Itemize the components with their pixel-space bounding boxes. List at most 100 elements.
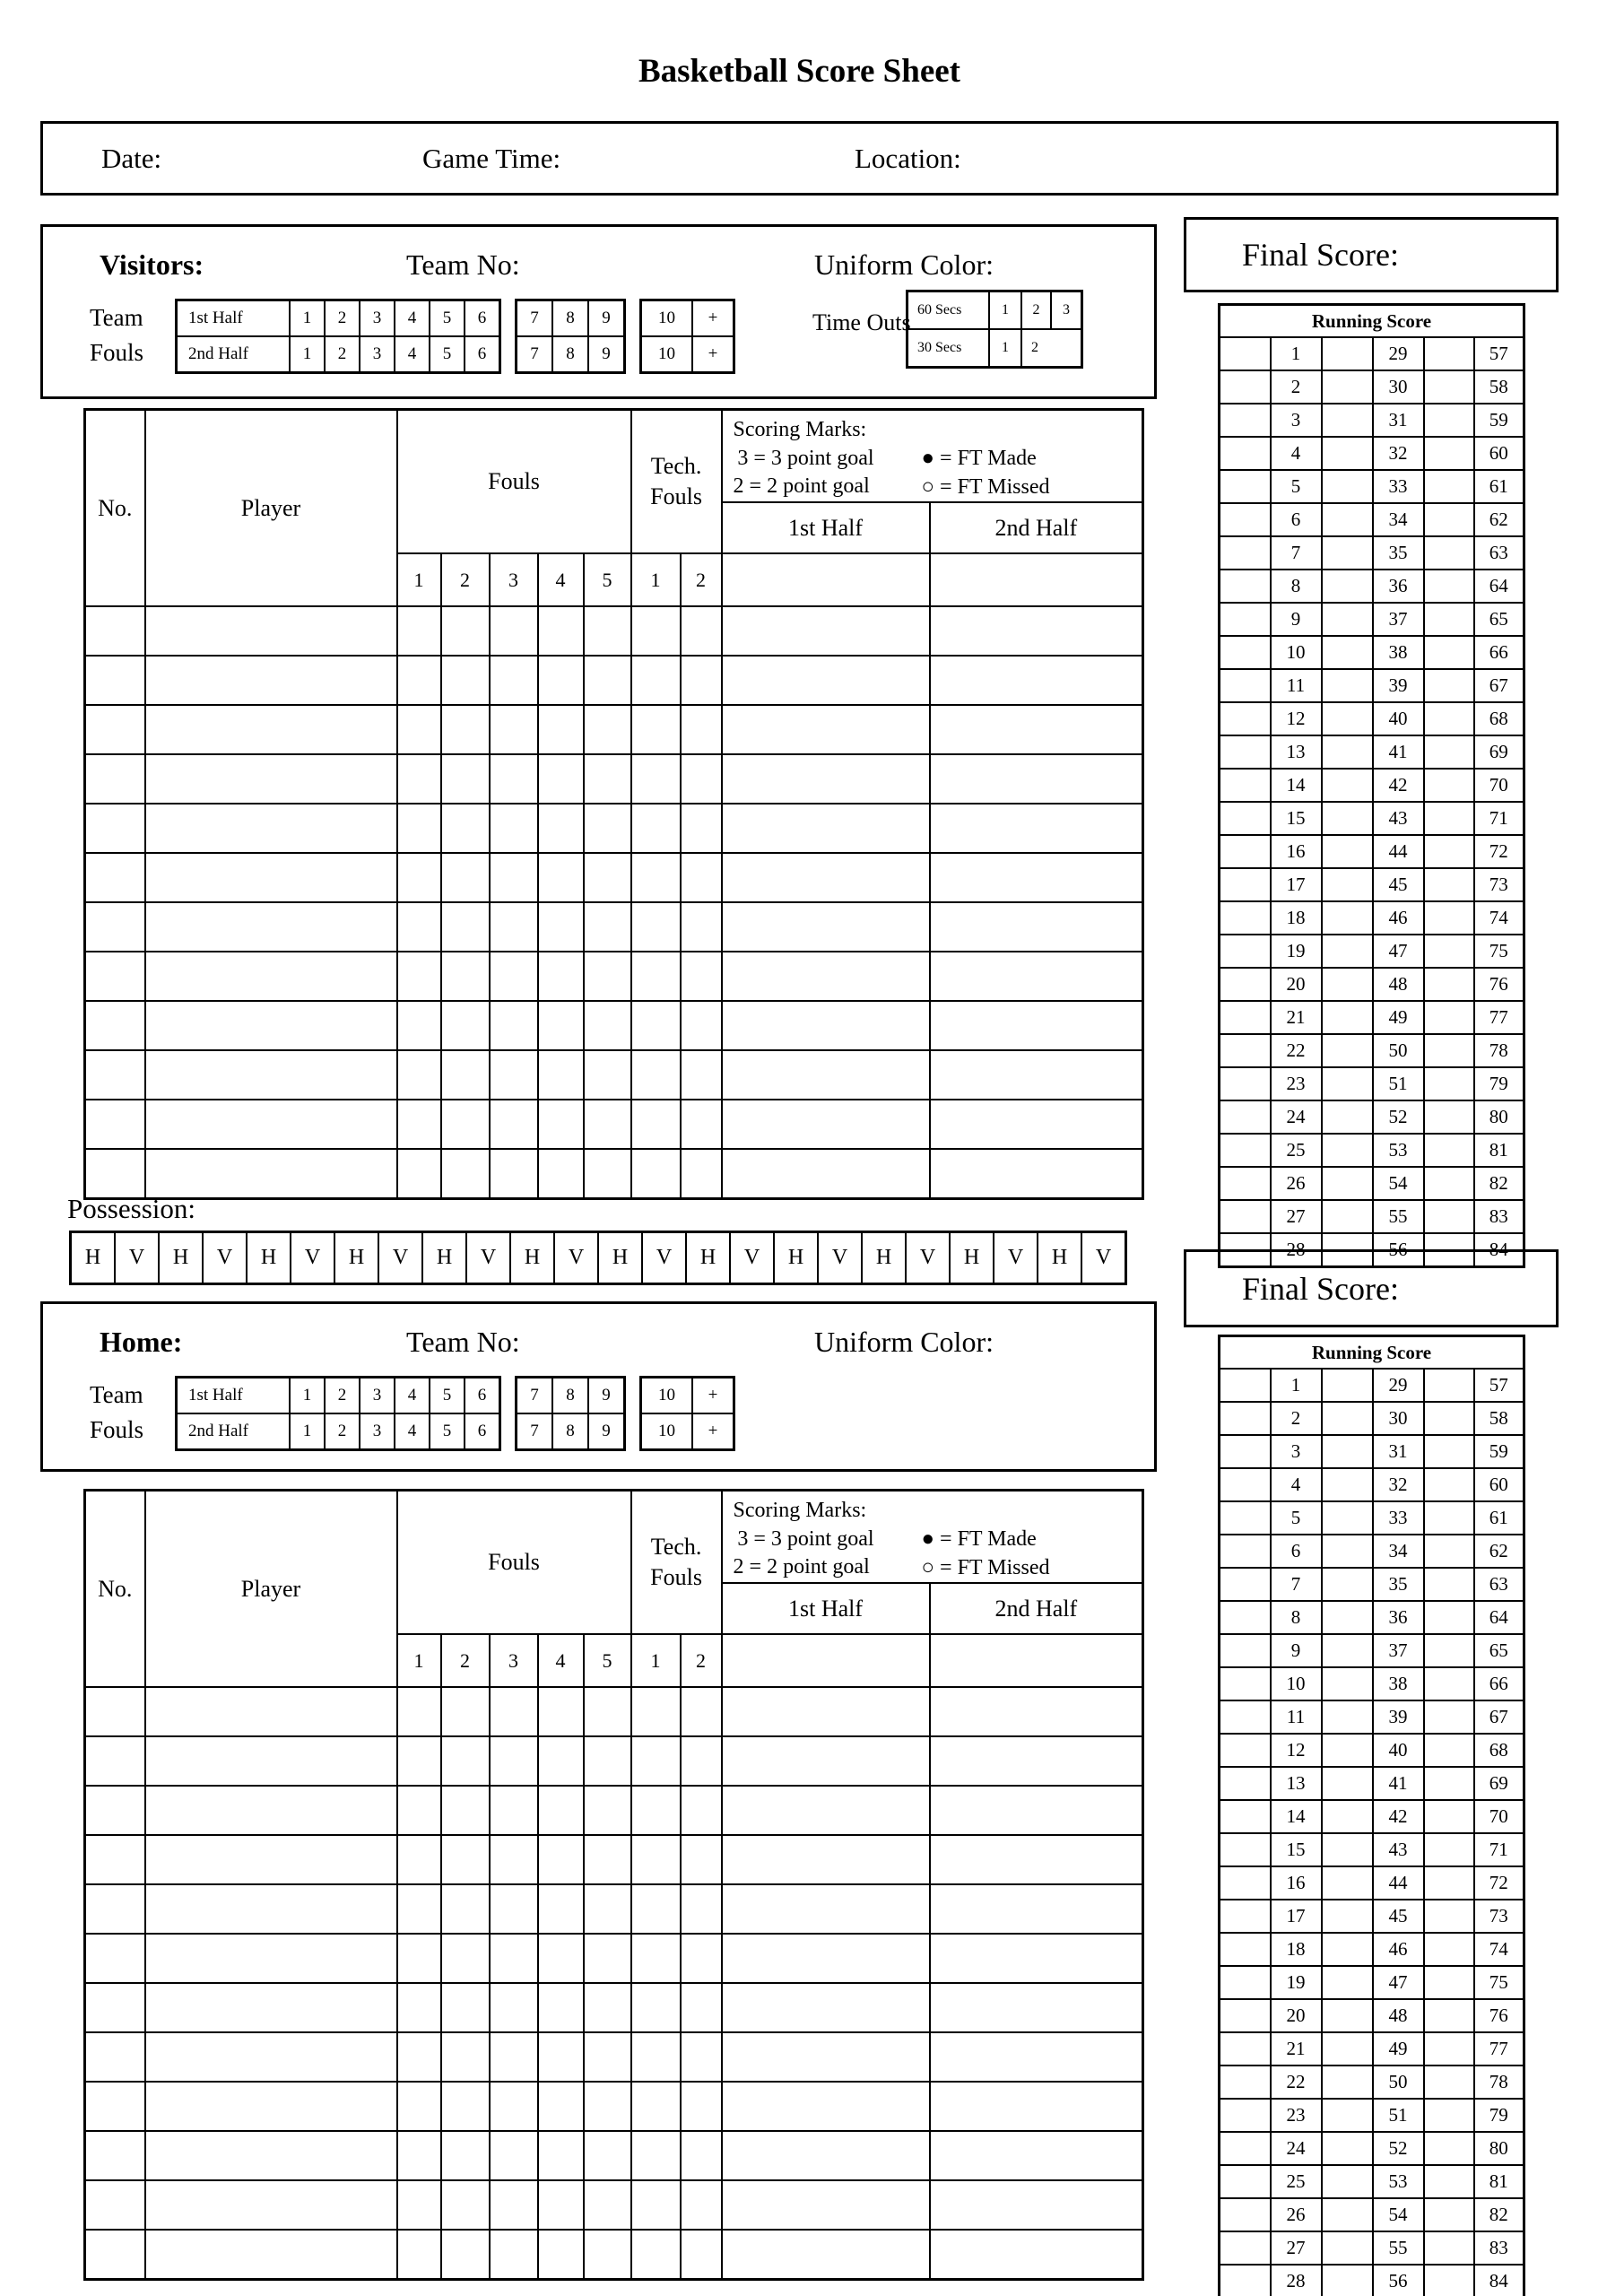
- foul-cell[interactable]: [536, 1049, 585, 1101]
- second-half-scoring-cell[interactable]: [928, 704, 1144, 756]
- team-foul-cell[interactable]: +: [691, 1376, 735, 1414]
- tech-foul-cell[interactable]: [630, 605, 682, 657]
- team-foul-cell[interactable]: 3: [359, 1413, 395, 1451]
- score-mark-cell[interactable]: [1218, 900, 1272, 935]
- foul-cell[interactable]: [488, 1834, 539, 1886]
- score-number-cell[interactable]: 83: [1472, 1199, 1525, 1234]
- foul-cell[interactable]: [488, 1049, 539, 1101]
- second-half-scoring-cell[interactable]: [928, 753, 1144, 805]
- team-foul-cell[interactable]: 6: [464, 299, 501, 337]
- score-number-cell[interactable]: 62: [1472, 502, 1525, 537]
- player-no-cell[interactable]: [83, 1000, 146, 1052]
- player-name-cell[interactable]: [143, 1735, 398, 1787]
- score-mark-cell[interactable]: [1320, 370, 1374, 404]
- score-mark-cell[interactable]: [1218, 2131, 1272, 2166]
- score-mark-cell[interactable]: [1422, 768, 1475, 803]
- score-number-cell[interactable]: 43: [1371, 1832, 1425, 1867]
- team-foul-cell[interactable]: 5: [429, 299, 465, 337]
- score-number-cell[interactable]: 50: [1371, 1033, 1425, 1068]
- tech-foul-cell[interactable]: [630, 2031, 682, 2083]
- player-no-cell[interactable]: [83, 2081, 146, 2133]
- score-mark-cell[interactable]: [1422, 701, 1475, 736]
- foul-cell[interactable]: [395, 2130, 442, 2182]
- score-mark-cell[interactable]: [1320, 2031, 1374, 2066]
- score-mark-cell[interactable]: [1422, 2031, 1475, 2066]
- tech-foul-cell[interactable]: [630, 2179, 682, 2231]
- score-number-cell[interactable]: 20: [1269, 1998, 1323, 2033]
- visitors-uniform-color-label[interactable]: Uniform Color:: [814, 248, 994, 281]
- score-mark-cell[interactable]: [1422, 469, 1475, 504]
- foul-cell[interactable]: [439, 951, 491, 1003]
- tech-foul-cell[interactable]: [679, 1099, 723, 1151]
- player-no-cell[interactable]: [83, 1834, 146, 1886]
- team-foul-cell[interactable]: 4: [394, 1376, 430, 1414]
- foul-cell[interactable]: [439, 753, 491, 805]
- player-no-cell[interactable]: [83, 1148, 146, 1200]
- score-mark-cell[interactable]: [1320, 602, 1374, 637]
- team-foul-cell[interactable]: 3: [359, 1376, 395, 1414]
- score-mark-cell[interactable]: [1422, 1133, 1475, 1168]
- tech-foul-cell[interactable]: [679, 1785, 723, 1837]
- foul-cell[interactable]: [582, 2229, 632, 2281]
- player-name-cell[interactable]: [143, 1148, 398, 1200]
- score-mark-cell[interactable]: [1422, 569, 1475, 604]
- score-number-cell[interactable]: 5: [1269, 469, 1323, 504]
- game-time-field-label[interactable]: Game Time:: [422, 142, 561, 174]
- player-name-cell[interactable]: [143, 1785, 398, 1837]
- score-number-cell[interactable]: 50: [1371, 2065, 1425, 2100]
- foul-cell[interactable]: [439, 1049, 491, 1101]
- timeout-cell[interactable]: 2: [1020, 290, 1052, 330]
- team-foul-cell[interactable]: 4: [394, 1413, 430, 1451]
- tech-foul-cell[interactable]: [679, 1883, 723, 1935]
- score-mark-cell[interactable]: [1218, 1500, 1272, 1535]
- timeout-cell[interactable]: 1: [988, 290, 1022, 330]
- score-mark-cell[interactable]: [1422, 2231, 1475, 2266]
- first-half-scoring-cell[interactable]: [720, 803, 931, 855]
- second-half-scoring-cell[interactable]: [928, 1049, 1144, 1101]
- player-no-cell[interactable]: [83, 1883, 146, 1935]
- team-foul-cell[interactable]: 7: [515, 1413, 553, 1451]
- tech-foul-cell[interactable]: [630, 753, 682, 805]
- team-foul-cell[interactable]: 2: [324, 1413, 360, 1451]
- foul-cell[interactable]: [395, 704, 442, 756]
- tech-foul-cell[interactable]: [679, 1834, 723, 1886]
- team-foul-cell[interactable]: 3: [359, 299, 395, 337]
- score-number-cell[interactable]: 40: [1371, 701, 1425, 736]
- score-mark-cell[interactable]: [1320, 900, 1374, 935]
- score-mark-cell[interactable]: [1320, 1666, 1374, 1701]
- foul-cell[interactable]: [439, 704, 491, 756]
- score-number-cell[interactable]: 80: [1472, 1100, 1525, 1135]
- foul-cell[interactable]: [439, 1735, 491, 1787]
- score-mark-cell[interactable]: [1218, 834, 1272, 869]
- score-mark-cell[interactable]: [1422, 2098, 1475, 2133]
- score-number-cell[interactable]: 66: [1472, 635, 1525, 670]
- score-number-cell[interactable]: 6: [1269, 502, 1323, 537]
- foul-cell[interactable]: [395, 2229, 442, 2281]
- first-half-scoring-cell[interactable]: [720, 2031, 931, 2083]
- score-number-cell[interactable]: 37: [1371, 1633, 1425, 1668]
- foul-cell[interactable]: [582, 1785, 632, 1837]
- score-number-cell[interactable]: 37: [1371, 602, 1425, 637]
- score-number-cell[interactable]: 52: [1371, 2131, 1425, 2166]
- score-number-cell[interactable]: 74: [1472, 900, 1525, 935]
- score-mark-cell[interactable]: [1218, 967, 1272, 1002]
- score-mark-cell[interactable]: [1218, 1133, 1272, 1168]
- score-mark-cell[interactable]: [1218, 602, 1272, 637]
- score-number-cell[interactable]: 7: [1269, 535, 1323, 570]
- team-foul-cell[interactable]: 1: [289, 1413, 326, 1451]
- score-mark-cell[interactable]: [1422, 1166, 1475, 1201]
- score-mark-cell[interactable]: [1422, 2065, 1475, 2100]
- second-half-scoring-cell[interactable]: [928, 1148, 1144, 1200]
- score-mark-cell[interactable]: [1320, 2131, 1374, 2166]
- score-number-cell[interactable]: 12: [1269, 1733, 1323, 1768]
- score-mark-cell[interactable]: [1422, 1700, 1475, 1735]
- foul-cell[interactable]: [395, 2081, 442, 2133]
- tech-foul-cell[interactable]: [630, 951, 682, 1003]
- foul-cell[interactable]: [395, 753, 442, 805]
- foul-cell[interactable]: [536, 2229, 585, 2281]
- player-name-cell[interactable]: [143, 2179, 398, 2231]
- foul-cell[interactable]: [395, 1933, 442, 1985]
- foul-cell[interactable]: [439, 2179, 491, 2231]
- score-number-cell[interactable]: 22: [1269, 2065, 1323, 2100]
- score-mark-cell[interactable]: [1422, 867, 1475, 902]
